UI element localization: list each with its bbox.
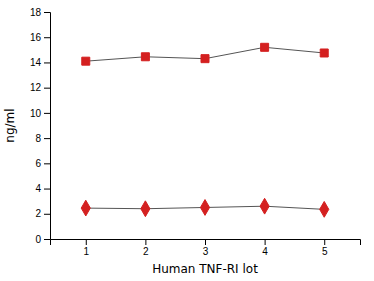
y-tick-mark	[44, 163, 50, 164]
y-tick-label: 16	[30, 32, 42, 43]
y-tick-label: 10	[30, 108, 42, 119]
point	[320, 49, 328, 57]
x-tick: 2	[143, 239, 149, 257]
y-tick: 12	[30, 82, 50, 93]
x-tick-label: 5	[322, 246, 328, 257]
y-tick-label: 6	[35, 158, 41, 169]
plot: 12345024681012141618	[30, 7, 361, 257]
y-tick: 4	[35, 183, 50, 194]
x-tick-mark	[324, 239, 325, 245]
x-tick-label: 3	[203, 246, 209, 257]
x-tick-mark	[265, 239, 266, 245]
y-tick-mark	[44, 239, 50, 240]
x-tick-mark	[86, 239, 87, 245]
y-axis-title: ng/ml	[3, 108, 17, 142]
y-tick-label: 0	[35, 234, 41, 245]
y-tick-mark	[44, 62, 50, 63]
x-tick: 3	[203, 239, 209, 257]
y-tick: 18	[30, 7, 50, 18]
y-tick: 10	[30, 108, 50, 119]
y-tick-label: 8	[35, 133, 41, 144]
point	[200, 200, 209, 216]
x-axis-line	[51, 240, 361, 246]
x-tick-label: 2	[143, 246, 149, 257]
point	[82, 57, 90, 65]
y-tick-label: 12	[30, 82, 42, 93]
x-tick-mark	[145, 239, 146, 245]
point	[260, 198, 269, 214]
y-tick: 6	[35, 158, 50, 169]
y-tick-label: 18	[30, 7, 42, 18]
y-tick-mark	[44, 113, 50, 114]
x-tick: 1	[83, 239, 89, 257]
y-tick: 0	[35, 234, 50, 245]
y-tick: 2	[35, 208, 50, 219]
y-tick-mark	[44, 88, 50, 89]
x-tick: 5	[322, 239, 328, 257]
point	[81, 200, 90, 216]
point	[201, 55, 209, 63]
x-tick-label: 4	[262, 246, 268, 257]
x-tick-label: 1	[83, 246, 89, 257]
y-tick: 14	[30, 57, 50, 68]
x-tick-mark	[205, 239, 206, 245]
y-tick-label: 14	[30, 57, 42, 68]
y-tick-mark	[44, 37, 50, 38]
marks	[81, 43, 329, 217]
y-tick: 16	[30, 32, 50, 43]
y-tick-mark	[44, 138, 50, 139]
y-tick-label: 4	[35, 183, 41, 194]
x-axis-title: Human TNF-RI lot	[152, 262, 258, 276]
point	[320, 201, 329, 217]
point	[141, 201, 150, 217]
y-tick-label: 2	[35, 208, 41, 219]
y-tick-mark	[44, 214, 50, 215]
chart: 12345024681012141618Human TNF-RI lotng/m…	[0, 0, 374, 281]
y-axis: 0 2 4 6 8 10 12 14 16 18	[30, 7, 51, 245]
x-tick: 4	[262, 239, 268, 257]
point	[261, 43, 269, 51]
y-tick-mark	[44, 189, 50, 190]
point	[141, 53, 149, 61]
y-tick-mark	[44, 12, 50, 13]
y-axis-line	[44, 13, 51, 240]
x-axis: 1 2 3 4 5	[51, 239, 361, 257]
y-tick: 8	[35, 133, 50, 144]
